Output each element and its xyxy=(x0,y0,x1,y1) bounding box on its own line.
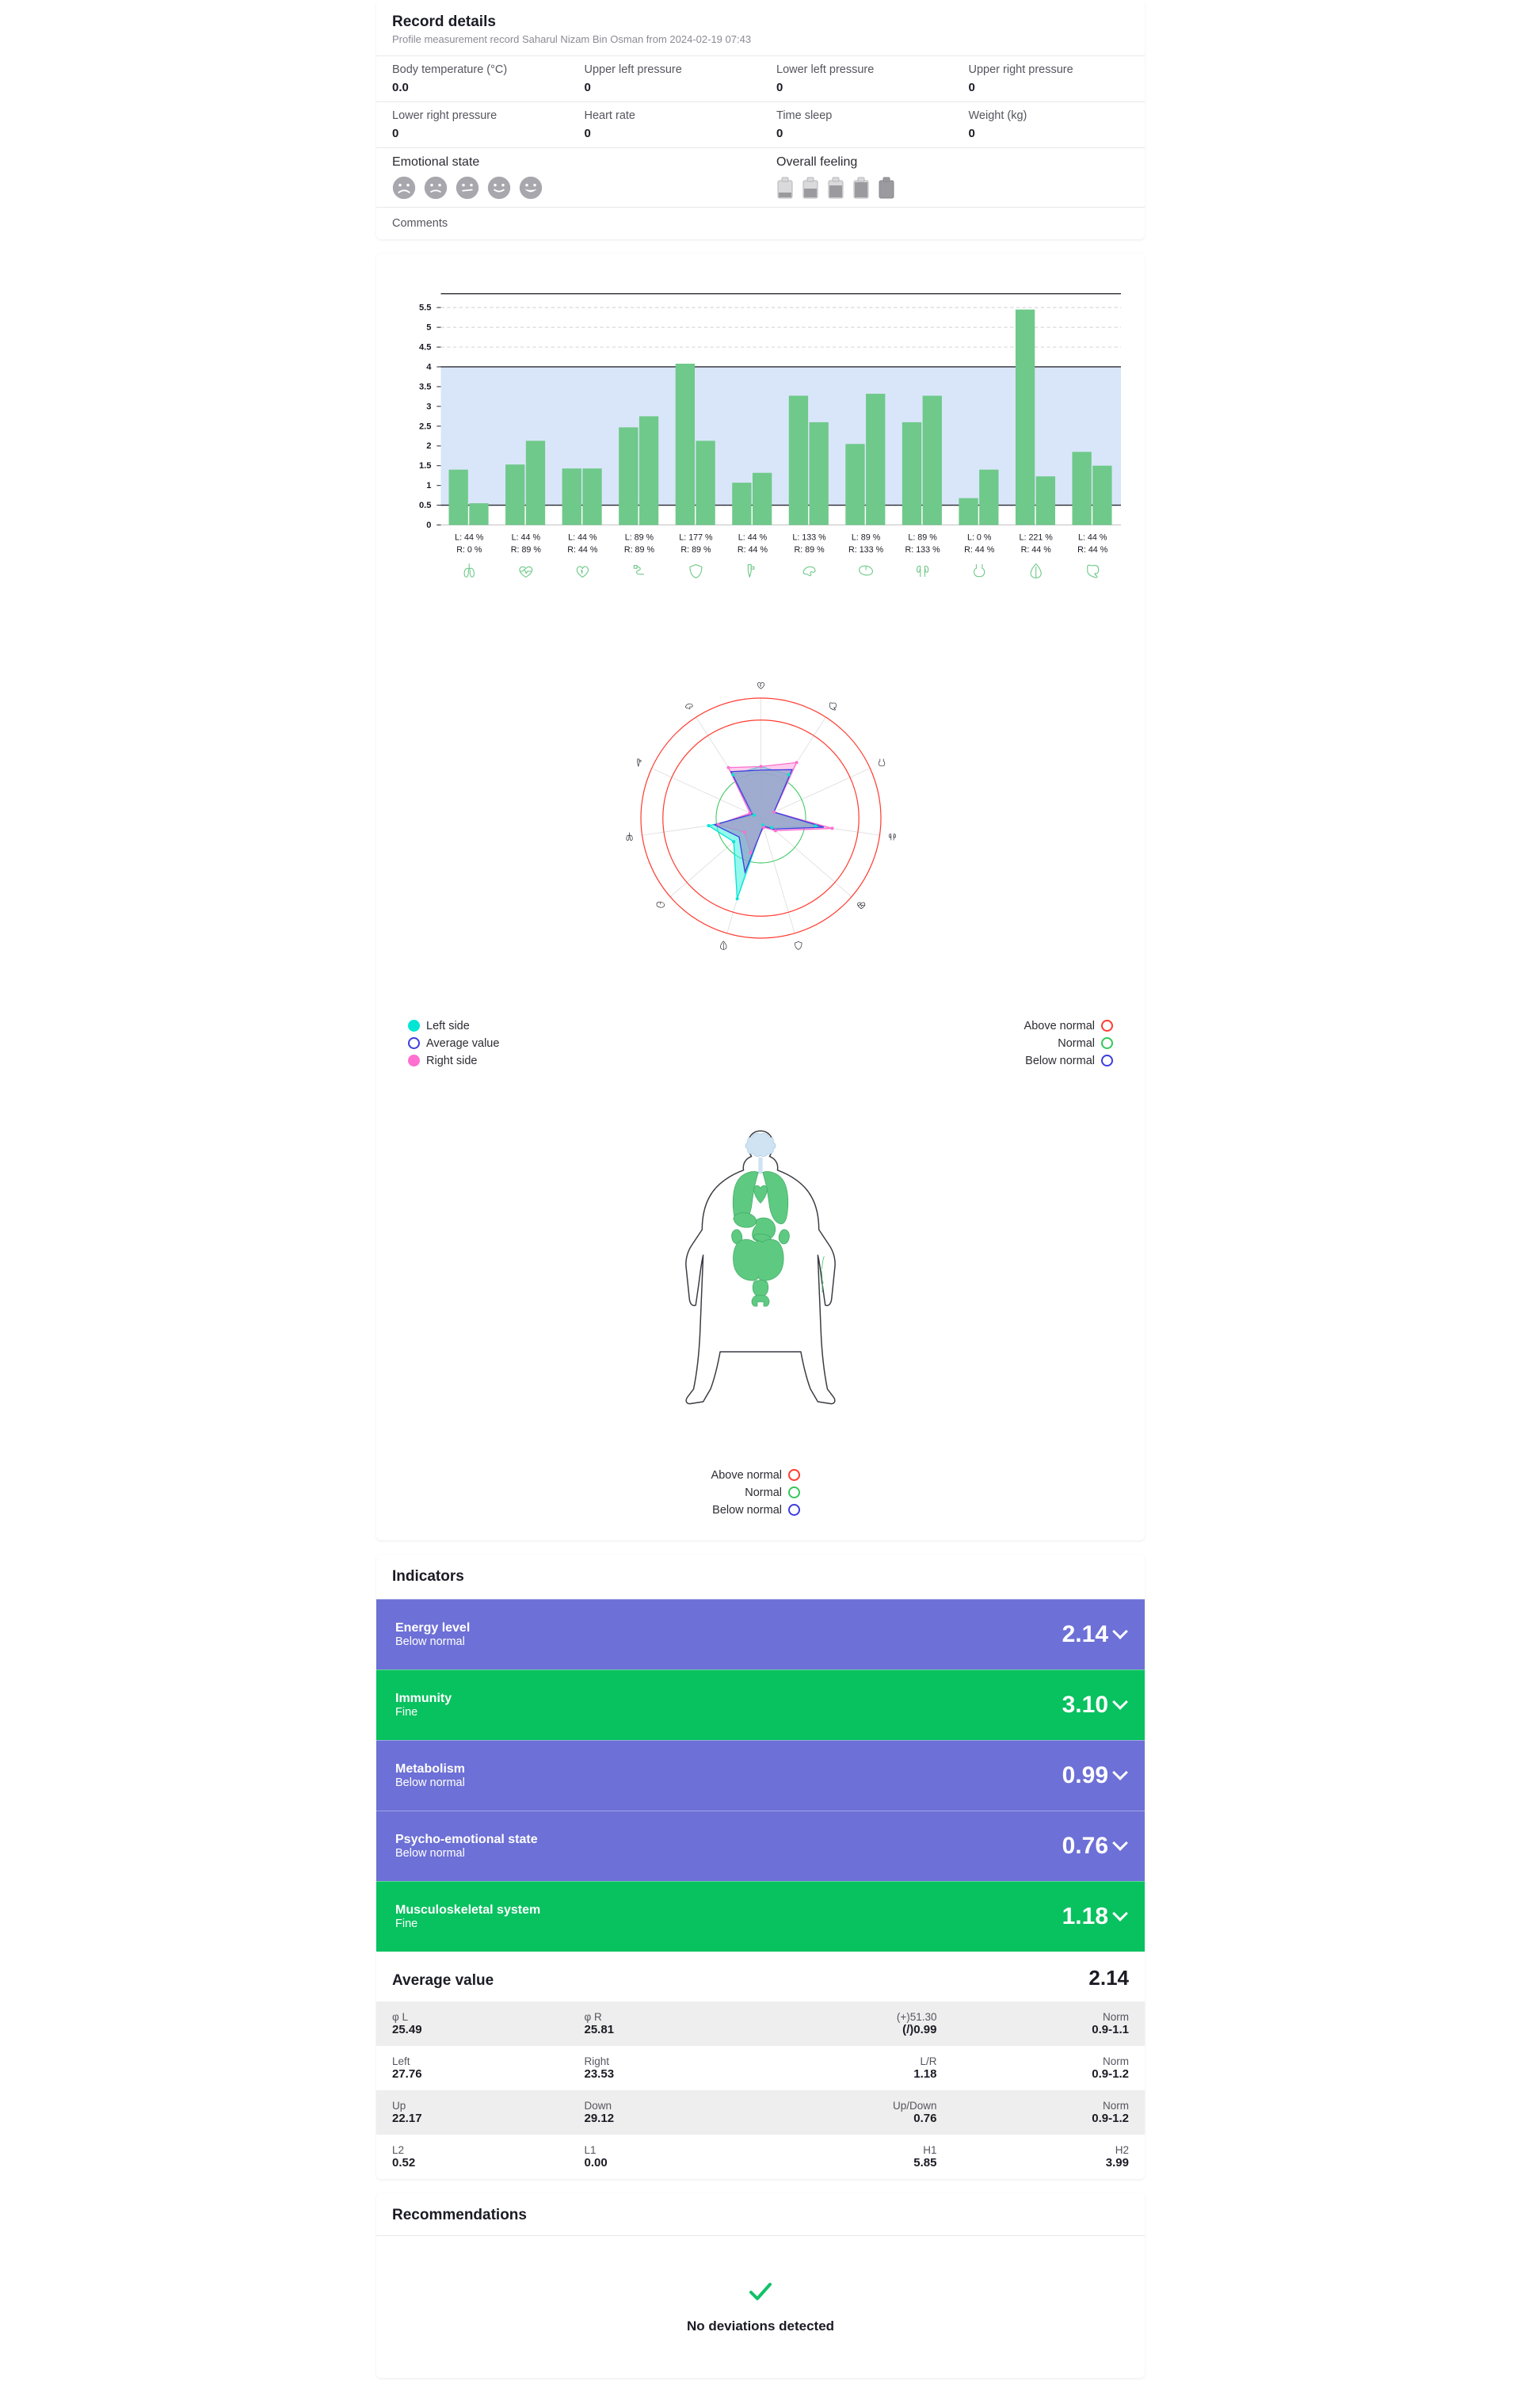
svg-text:L: 0 %: L: 0 % xyxy=(967,532,992,542)
svg-text:5: 5 xyxy=(426,323,431,333)
svg-text:L: 44 %: L: 44 % xyxy=(1078,532,1107,542)
svg-text:L: 177 %: L: 177 % xyxy=(679,532,713,542)
svg-text:1: 1 xyxy=(426,481,431,490)
svg-text:3.5: 3.5 xyxy=(419,382,432,391)
svg-text:R: 44 %: R: 44 % xyxy=(1021,545,1052,555)
svg-text:2: 2 xyxy=(426,441,431,451)
svg-text:L: 89 %: L: 89 % xyxy=(908,532,937,542)
svg-text:R: 44 %: R: 44 % xyxy=(1077,545,1108,555)
svg-text:0.5: 0.5 xyxy=(419,501,432,510)
svg-text:4: 4 xyxy=(426,362,432,372)
svg-text:2.5: 2.5 xyxy=(419,422,432,431)
svg-text:L: 44 %: L: 44 % xyxy=(738,532,768,542)
svg-text:R: 89 %: R: 89 % xyxy=(680,545,711,555)
svg-text:R: 89 %: R: 89 % xyxy=(511,545,542,555)
svg-text:R: 89 %: R: 89 % xyxy=(624,545,655,555)
svg-text:L: 44 %: L: 44 % xyxy=(568,532,597,542)
svg-text:3: 3 xyxy=(426,402,431,411)
svg-text:L: 221 %: L: 221 % xyxy=(1020,532,1054,542)
svg-text:R: 0 %: R: 0 % xyxy=(456,545,482,555)
svg-text:R: 44 %: R: 44 % xyxy=(738,545,768,555)
svg-text:4.5: 4.5 xyxy=(419,343,432,353)
svg-text:R: 133 %: R: 133 % xyxy=(848,545,884,555)
svg-text:L: 44 %: L: 44 % xyxy=(455,532,484,542)
svg-text:R: 44 %: R: 44 % xyxy=(567,545,598,555)
svg-text:L: 44 %: L: 44 % xyxy=(512,532,541,542)
svg-text:5.5: 5.5 xyxy=(419,303,432,313)
svg-text:L: 89 %: L: 89 % xyxy=(625,532,654,542)
svg-text:R: 89 %: R: 89 % xyxy=(794,545,825,555)
svg-text:1.5: 1.5 xyxy=(419,461,432,471)
svg-text:R: 133 %: R: 133 % xyxy=(905,545,941,555)
svg-text:0: 0 xyxy=(426,521,431,530)
svg-text:L: 89 %: L: 89 % xyxy=(852,532,881,542)
svg-text:R: 44 %: R: 44 % xyxy=(964,545,995,555)
svg-text:L: 133 %: L: 133 % xyxy=(792,532,826,542)
